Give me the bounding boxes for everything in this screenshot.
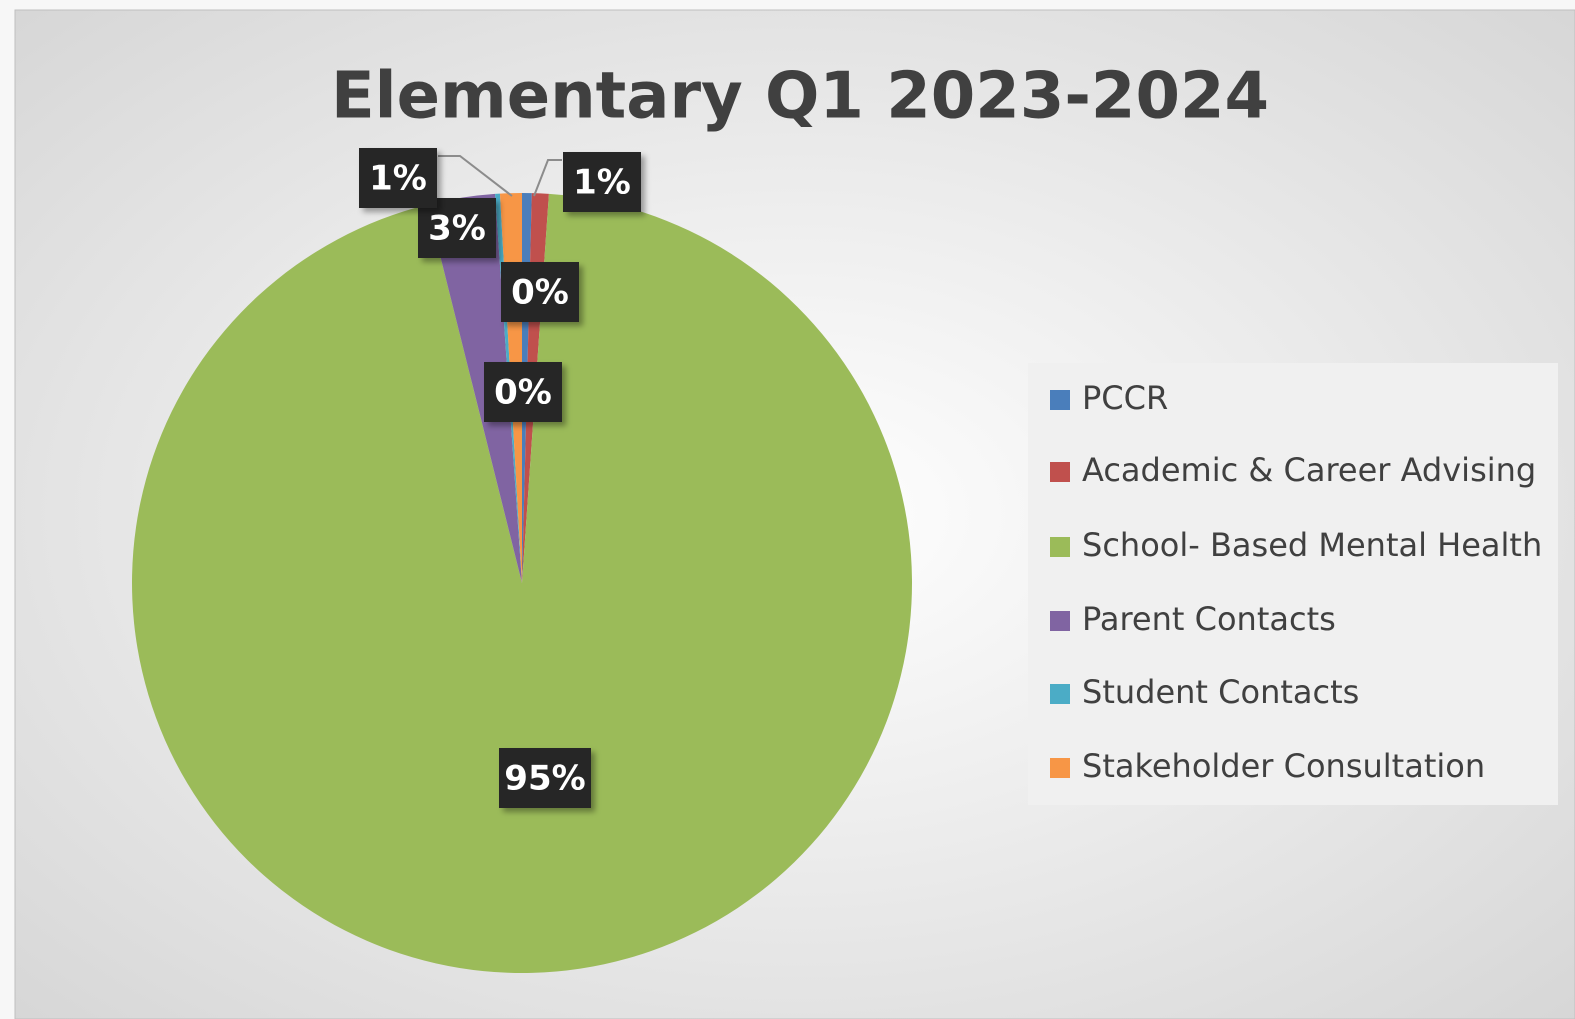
legend-label: School- Based Mental Health: [1082, 526, 1542, 564]
legend-label: Stakeholder Consultation: [1082, 747, 1485, 785]
legend-swatch: [1050, 537, 1070, 557]
leader-line: [533, 159, 562, 197]
pie-slice: [132, 193, 913, 973]
legend-label: Parent Contacts: [1082, 600, 1336, 638]
legend-swatch: [1050, 684, 1070, 704]
legend-box: [1028, 363, 1558, 805]
leader-line: [438, 155, 513, 197]
data-label-box: [563, 152, 641, 212]
data-label: 1%: [369, 159, 427, 199]
pie-slice: [427, 193, 522, 583]
legend-swatch: [1050, 390, 1070, 410]
data-label: 0%: [494, 373, 552, 413]
data-label: 0%: [511, 273, 569, 313]
data-label: 1%: [573, 163, 631, 203]
chart-title: Elementary Q1 2023-2024: [331, 60, 1269, 134]
legend-label: PCCR: [1082, 379, 1168, 417]
legend-label: Academic & Career Advising: [1082, 451, 1536, 489]
legend-swatch: [1050, 611, 1070, 631]
legend-label: Student Contacts: [1082, 673, 1359, 711]
data-label-box: [499, 748, 591, 808]
data-label: 3%: [428, 209, 486, 249]
data-label-box: [501, 262, 579, 322]
data-label-box: [484, 362, 562, 422]
data-label-box: [359, 148, 437, 208]
legend-swatch: [1050, 758, 1070, 778]
legend-swatch: [1050, 462, 1070, 482]
data-label: 95%: [504, 759, 585, 799]
